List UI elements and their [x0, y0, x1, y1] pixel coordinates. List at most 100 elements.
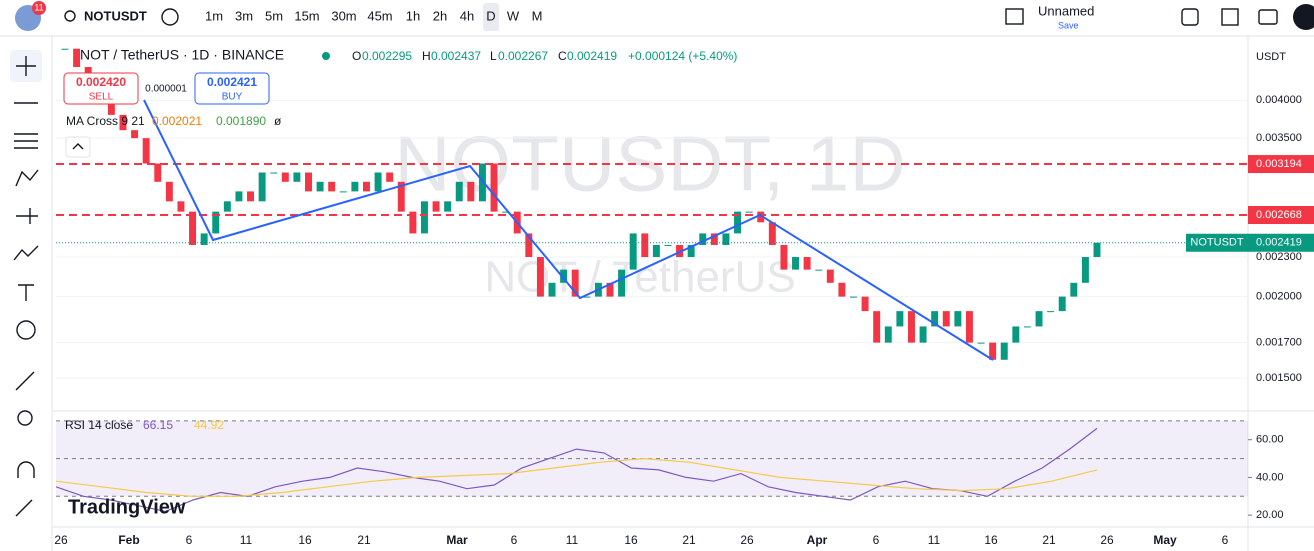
candle [722, 233, 730, 245]
save[interactable]: Save [1058, 20, 1079, 30]
compare-icon[interactable] [161, 8, 179, 26]
price-level-label: 0.003194 [1256, 158, 1302, 170]
interval[interactable]: 1m [205, 8, 223, 23]
candle [247, 191, 255, 202]
drawn-trendline[interactable] [143, 99, 994, 361]
candle [861, 296, 869, 312]
candle [119, 114, 127, 131]
symbol[interactable]: NOTUSDT [84, 8, 147, 23]
candle [107, 100, 115, 115]
interval[interactable]: 3m [235, 8, 253, 23]
ma-title: MA Cross 9 21 [66, 114, 145, 128]
candle [455, 181, 463, 202]
rsi-title: RSI 14 close [65, 418, 133, 432]
candle [154, 163, 162, 182]
candle [826, 269, 834, 283]
candle [200, 233, 208, 245]
interval[interactable]: 4h [460, 8, 474, 23]
x-tick-label: 21 [1042, 533, 1056, 547]
candle [652, 244, 660, 258]
o-label: O [352, 49, 361, 63]
candle [1012, 326, 1020, 343]
interval[interactable]: 1h [406, 8, 420, 23]
candle [734, 211, 742, 234]
candle [270, 172, 278, 174]
change: +0.000124 (+5.40%) [628, 49, 737, 63]
candle [73, 48, 81, 67]
candle [1058, 296, 1066, 312]
candle [363, 181, 370, 192]
price-level-tag [1248, 155, 1314, 174]
x-tick-label: 21 [357, 533, 371, 547]
candle [61, 48, 69, 50]
ma-slow: 0.001890 [216, 114, 266, 128]
candle [281, 172, 289, 182]
collapse-icon [72, 143, 84, 150]
snapshot-icon[interactable] [1258, 9, 1278, 25]
x-tick-label: 16 [984, 533, 998, 547]
price-level-label: 0.002668 [1256, 209, 1302, 221]
rsi-ma-value: 44.92 [194, 418, 224, 432]
candle [850, 296, 857, 298]
candle [907, 311, 915, 343]
candle [502, 211, 510, 213]
interval[interactable]: M [532, 8, 543, 23]
candle [1023, 326, 1031, 328]
candle [189, 211, 197, 245]
candle [664, 244, 672, 246]
x-tick-label: 6 [511, 533, 518, 547]
collapse-button[interactable] [65, 136, 91, 158]
candle [467, 181, 475, 202]
search-icon[interactable] [64, 10, 76, 22]
x-tick-label: 26 [54, 533, 68, 547]
interval[interactable]: W [507, 8, 520, 23]
candle [629, 233, 637, 270]
candle [965, 311, 973, 343]
top-toolbar [0, 0, 1314, 36]
candle [757, 211, 765, 223]
brand: TradingView [68, 496, 186, 518]
x-tick-label: 26 [740, 533, 754, 547]
candle [571, 269, 579, 297]
ma-extra: ø [274, 114, 282, 128]
x-tick-label: 6 [873, 533, 880, 547]
candle [873, 311, 881, 343]
interval[interactable]: 15m [294, 8, 319, 23]
sell-price: 0.002420 [76, 75, 126, 89]
interval[interactable]: 5m [265, 8, 283, 23]
candle [687, 244, 695, 258]
publish-button[interactable] [1293, 4, 1314, 30]
interval[interactable]: 30m [331, 8, 356, 23]
candle [351, 181, 359, 192]
rsi-value: 66.15 [143, 418, 173, 432]
price-level-tag [1248, 206, 1314, 225]
layout-icon[interactable] [1005, 8, 1024, 25]
interval[interactable]: 2h [433, 8, 447, 23]
candle [838, 282, 846, 297]
candle [803, 257, 811, 270]
candle [258, 172, 266, 202]
x-tick-label: 11 [928, 533, 941, 547]
candle [374, 172, 382, 192]
candle [397, 181, 405, 212]
currency[interactable]: USDT [1256, 51, 1286, 63]
settings-icon[interactable] [1181, 8, 1199, 26]
buy-button[interactable] [194, 72, 270, 105]
candle [792, 257, 799, 270]
left-tools[interactable] [13, 56, 39, 517]
layout-name[interactable]: Unnamed [1038, 3, 1094, 18]
fullscreen-icon[interactable] [1221, 8, 1239, 26]
interval[interactable]: 45m [367, 8, 392, 23]
rsi-tick-label: 60.00 [1256, 434, 1284, 446]
l-label: L [490, 49, 497, 63]
status-dot [322, 52, 330, 60]
candle [525, 233, 533, 258]
candle [641, 233, 649, 258]
sell-button[interactable] [63, 72, 139, 105]
candle [1000, 342, 1008, 360]
interval[interactable]: D [486, 8, 495, 23]
candle [223, 201, 231, 212]
candle [942, 311, 950, 327]
x-tick-label: Apr [807, 533, 828, 547]
candle [212, 211, 220, 234]
